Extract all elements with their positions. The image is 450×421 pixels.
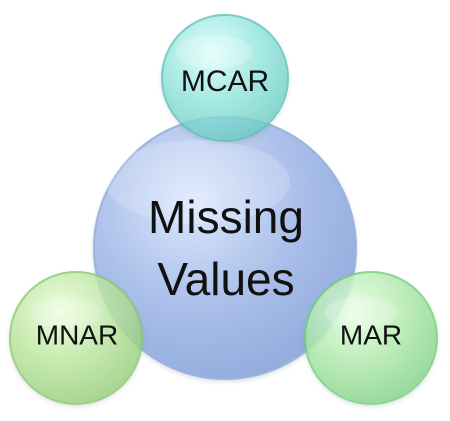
- center-label-line2: Values: [157, 253, 294, 305]
- mnar-circle: [9, 271, 143, 405]
- mcar-circle: [161, 14, 289, 142]
- mnar-label: MNAR: [36, 319, 118, 350]
- mcar-label: MCAR: [181, 65, 269, 98]
- mnar-highlight: [30, 297, 102, 329]
- mar-circle: [304, 271, 438, 405]
- mar-label: MAR: [340, 319, 402, 350]
- center-highlight: [106, 140, 290, 224]
- mcar-highlight: [176, 35, 252, 69]
- mar-highlight: [325, 297, 397, 329]
- center-label-line1: Missing: [148, 191, 304, 243]
